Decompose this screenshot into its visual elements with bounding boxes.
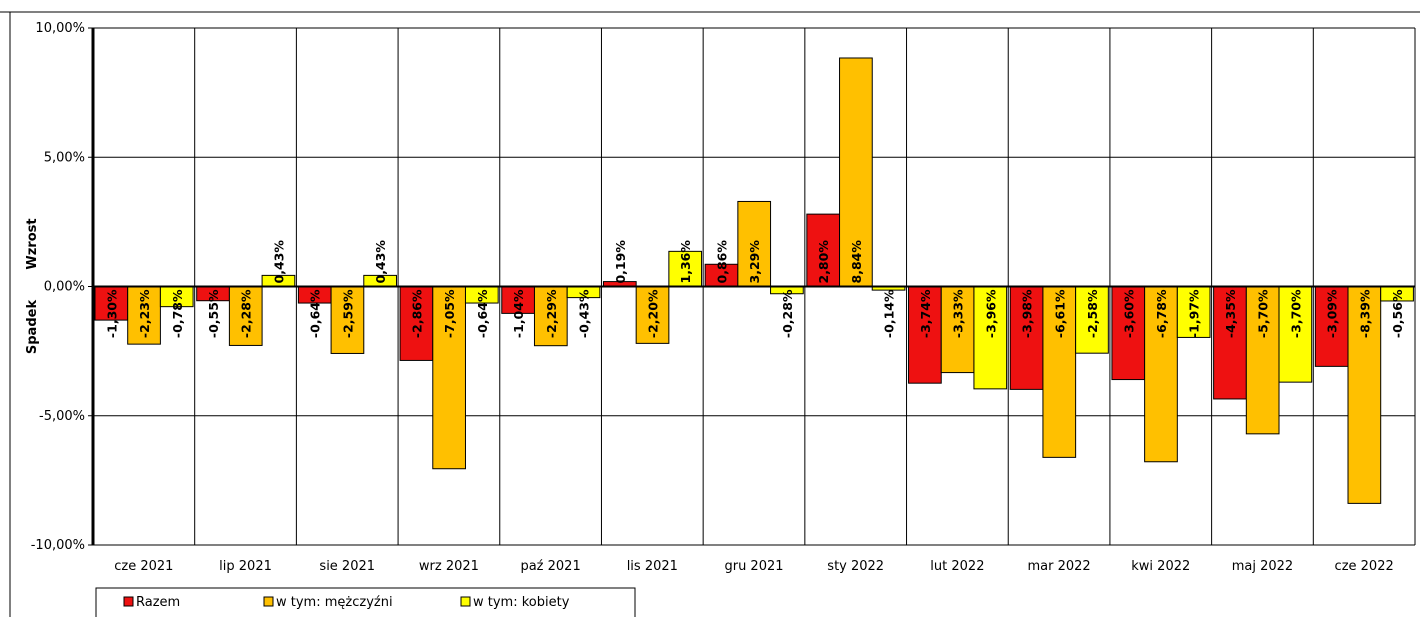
y-tick-label: 0,00% bbox=[44, 280, 85, 295]
data-label: -2,59% bbox=[340, 289, 355, 338]
y-axis-label-negative: Spadek bbox=[25, 300, 40, 355]
data-label: 0,43% bbox=[373, 240, 388, 284]
bar-kobiety bbox=[668, 250, 703, 287]
x-tick-label: lip 2021 bbox=[219, 559, 272, 574]
data-label: 3,29% bbox=[747, 240, 762, 284]
x-tick-label: gru 2021 bbox=[724, 559, 783, 574]
bar-kobiety bbox=[1278, 286, 1313, 383]
bar-kobiety bbox=[973, 286, 1008, 390]
data-label: 0,19% bbox=[613, 240, 628, 284]
data-label: -8,39% bbox=[1357, 289, 1372, 338]
data-label: 0,43% bbox=[271, 240, 286, 284]
data-label: -3,60% bbox=[1121, 289, 1136, 338]
data-label: -2,28% bbox=[239, 289, 254, 338]
bar-kobiety bbox=[1176, 286, 1211, 338]
bar-mezczyzni bbox=[940, 286, 975, 374]
data-label: -4,35% bbox=[1223, 289, 1238, 338]
bar-razem bbox=[1111, 286, 1146, 381]
legend-label: w tym: kobiety bbox=[473, 595, 570, 610]
legend-swatch bbox=[460, 596, 471, 607]
data-label: -2,23% bbox=[137, 289, 152, 338]
bar-razem bbox=[1009, 286, 1044, 390]
legend-swatch bbox=[123, 596, 134, 607]
data-label: -3,74% bbox=[918, 289, 933, 338]
data-label: -0,78% bbox=[170, 289, 185, 338]
data-label: -1,97% bbox=[1187, 289, 1202, 338]
data-label: 0,86% bbox=[715, 240, 730, 284]
data-label: -6,61% bbox=[1052, 289, 1067, 338]
x-tick-label: cze 2021 bbox=[114, 559, 173, 574]
data-label: 8,84% bbox=[849, 240, 864, 284]
data-label: -3,09% bbox=[1325, 289, 1340, 338]
data-label: -3,70% bbox=[1288, 289, 1303, 338]
data-label: 2,80% bbox=[816, 240, 831, 284]
bar-mezczyzni bbox=[1347, 286, 1382, 504]
legend-box bbox=[95, 587, 636, 617]
data-label: -0,28% bbox=[780, 289, 795, 338]
x-tick-label: lis 2021 bbox=[627, 559, 678, 574]
legend-label: w tym: mężczyźni bbox=[276, 595, 393, 610]
legend-label: Razem bbox=[136, 595, 180, 610]
data-label: -2,86% bbox=[409, 289, 424, 338]
data-label: -2,29% bbox=[544, 289, 559, 338]
y-tick-label: -10,00% bbox=[31, 538, 85, 553]
data-label: -1,30% bbox=[104, 289, 119, 338]
bar-razem bbox=[501, 286, 535, 314]
bar-mezczyzni bbox=[635, 286, 670, 344]
x-tick-label: cze 2022 bbox=[1335, 559, 1394, 574]
bar-mezczyzni bbox=[533, 286, 568, 347]
data-label: -6,78% bbox=[1154, 289, 1169, 338]
data-label: -2,20% bbox=[646, 289, 661, 338]
bar-mezczyzni bbox=[1042, 286, 1077, 458]
data-label: -0,55% bbox=[206, 289, 221, 338]
x-tick-label: paź 2021 bbox=[520, 559, 580, 574]
x-tick-label: wrz 2021 bbox=[419, 559, 479, 574]
data-label: -0,64% bbox=[308, 289, 323, 338]
x-tick-label: sty 2022 bbox=[827, 559, 884, 574]
bar-razem bbox=[1213, 286, 1247, 400]
y-tick-label: -5,00% bbox=[39, 409, 85, 424]
x-tick-label: mar 2022 bbox=[1027, 559, 1090, 574]
data-label: -3,98% bbox=[1020, 289, 1035, 338]
x-tick-label: lut 2022 bbox=[930, 559, 984, 574]
data-label: 1,36% bbox=[678, 240, 693, 284]
data-label: -0,43% bbox=[577, 289, 592, 338]
x-tick-label: kwi 2022 bbox=[1131, 559, 1190, 574]
data-label: -2,58% bbox=[1085, 289, 1100, 338]
legend-swatch bbox=[263, 596, 274, 607]
bar-mezczyzni bbox=[1245, 286, 1280, 435]
y-axis-label-positive: Wzrost bbox=[25, 218, 40, 269]
bar-mezczyzni bbox=[1144, 286, 1178, 463]
data-label: -0,14% bbox=[882, 289, 897, 338]
data-label: -0,64% bbox=[475, 289, 490, 338]
data-label: -1,04% bbox=[511, 289, 526, 338]
data-label: -7,05% bbox=[442, 289, 457, 338]
data-label: -5,70% bbox=[1256, 289, 1271, 338]
bar-mezczyzni bbox=[737, 200, 772, 288]
bar-mezczyzni bbox=[432, 286, 466, 470]
data-label: -3,33% bbox=[951, 289, 966, 338]
x-tick-label: sie 2021 bbox=[319, 559, 375, 574]
y-tick-label: 5,00% bbox=[44, 150, 85, 165]
x-tick-label: maj 2022 bbox=[1232, 559, 1293, 574]
bar-mezczyzni bbox=[330, 286, 365, 354]
bar-kobiety bbox=[1075, 286, 1109, 354]
bar-razem bbox=[399, 286, 434, 361]
data-label: -0,56% bbox=[1390, 289, 1405, 338]
data-label: -3,96% bbox=[983, 289, 998, 338]
y-tick-label: 10,00% bbox=[35, 21, 85, 36]
